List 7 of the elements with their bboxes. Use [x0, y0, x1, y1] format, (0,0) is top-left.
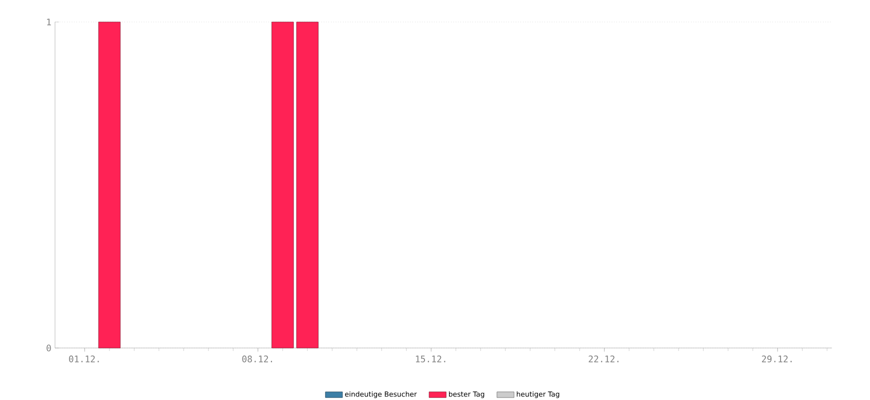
y-tick-label: 0: [46, 344, 51, 352]
x-tick-label: 08.12.: [242, 356, 272, 362]
x-tick-label: 01.12.: [69, 356, 99, 362]
x-tick-label: 22.12.: [588, 356, 618, 362]
x-tick-label: 29.12.: [762, 356, 792, 362]
x-tick-label: 15.12.: [416, 356, 446, 362]
y-tick-label: 1: [47, 18, 51, 26]
